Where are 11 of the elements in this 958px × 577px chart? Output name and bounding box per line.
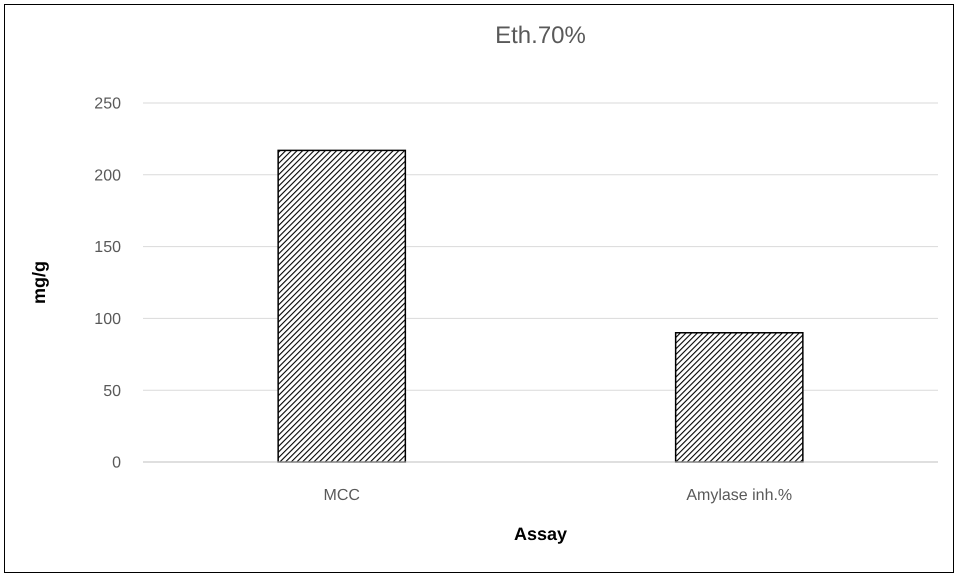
x-axis-title: Assay bbox=[514, 524, 568, 544]
y-tick-label: 200 bbox=[94, 167, 122, 184]
x-tick-label: Amylase inh.% bbox=[686, 487, 792, 504]
y-tick-label: 150 bbox=[94, 239, 122, 256]
x-tick-label: MCC bbox=[324, 487, 360, 504]
chart-title: Eth.70% bbox=[495, 22, 586, 49]
y-axis-title: mg/g bbox=[29, 261, 49, 304]
y-tick-label: 50 bbox=[103, 382, 122, 400]
y-tick-label: 0 bbox=[112, 454, 122, 472]
y-tick-label: 100 bbox=[94, 311, 122, 328]
y-tick-label: 250 bbox=[94, 96, 122, 113]
